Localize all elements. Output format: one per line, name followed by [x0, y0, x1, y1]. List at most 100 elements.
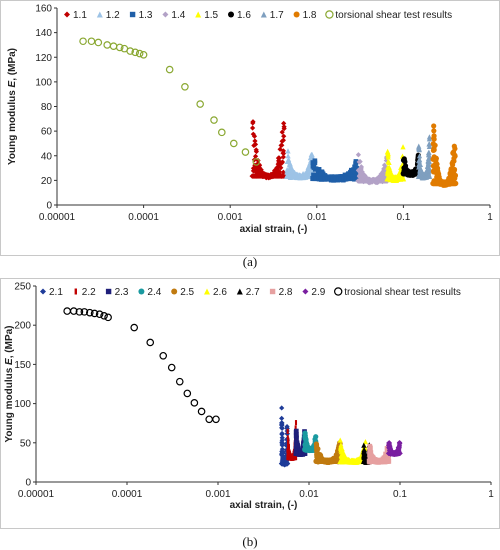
data-point — [384, 149, 391, 155]
data-point — [337, 437, 343, 443]
data-point — [294, 425, 297, 431]
legend-item-2-5: 2.5 — [171, 287, 195, 298]
panel-caption-b: (b) — [242, 534, 257, 549]
data-point — [279, 422, 285, 428]
data-point — [279, 138, 285, 144]
data-point — [361, 452, 367, 458]
data-point — [386, 458, 392, 464]
data-point — [286, 158, 292, 164]
data-point — [355, 152, 362, 158]
data-point — [452, 146, 458, 152]
data-point — [431, 123, 437, 129]
data-layer — [79, 37, 459, 188]
legend-item-1-7: 1.7 — [260, 10, 284, 21]
data-point — [286, 428, 289, 434]
data-point — [361, 442, 367, 448]
data-point — [346, 171, 351, 176]
legend-marker — [228, 11, 234, 18]
data-point — [109, 42, 118, 50]
data-point — [318, 171, 324, 176]
plot-frame — [0, 0, 500, 256]
legend-marker — [162, 11, 169, 18]
data-point — [452, 175, 458, 182]
data-point — [353, 170, 359, 176]
y-tick-label: 80 — [41, 102, 53, 113]
data-point — [103, 41, 112, 49]
data-point — [286, 437, 290, 443]
legend-marker — [105, 288, 112, 295]
y-tick-label: 60 — [41, 127, 53, 138]
legend-item-2-3: 2.3 — [105, 287, 129, 298]
legend-marker — [96, 11, 103, 18]
x-tick-label: 1 — [487, 212, 493, 223]
data-point — [338, 442, 344, 448]
data-point — [314, 445, 320, 451]
legend-item-1-8: 1.8 — [293, 10, 317, 21]
data-point — [257, 168, 263, 175]
data-point — [402, 165, 408, 171]
legend-label: 1.1 — [73, 10, 87, 21]
data-point — [356, 173, 362, 180]
data-point — [424, 169, 430, 175]
data-point — [426, 141, 432, 147]
data-point — [386, 171, 392, 177]
legend-label: 2.8 — [279, 287, 293, 298]
legend-marker — [171, 288, 178, 295]
y-axis-label-prefix: Young modulus — [7, 87, 18, 165]
legend-marker — [302, 288, 309, 295]
data-point — [281, 120, 287, 126]
data-layer — [63, 307, 403, 468]
x-tick-labels: 0.00001 0.0001 0.001 0.01 0.1 1 — [39, 205, 493, 223]
legend: 1.1 1.2 1.3 1.4 1.5 1.6 1.7 1.8 torsional shear … — [64, 10, 452, 21]
series-1-4 — [355, 152, 390, 186]
data-point — [385, 152, 391, 158]
data-point — [165, 65, 174, 74]
data-point — [253, 169, 259, 175]
legend-marker — [195, 11, 202, 18]
data-point — [314, 166, 320, 172]
x-tick-label: 0.0001 — [128, 212, 159, 223]
legend-label: 1.2 — [106, 10, 120, 21]
data-point — [395, 445, 401, 451]
legend-item-2-4: 2.4 — [138, 287, 162, 298]
data-point — [386, 441, 392, 447]
data-point — [126, 47, 134, 55]
chart-panel-a: 0.00001 0.0001 0.001 0.01 0.1 1 0 20 40 60 80 100 1… — [0, 0, 500, 256]
data-point — [252, 141, 259, 148]
data-point — [252, 153, 259, 159]
data-point — [284, 460, 291, 467]
y-axis-label-suffix: , (MPa) — [4, 325, 15, 358]
data-point — [279, 431, 285, 437]
x-tick-label: 0.0001 — [112, 489, 143, 500]
data-point — [130, 323, 139, 332]
data-point — [287, 449, 290, 456]
data-point — [313, 172, 319, 178]
data-point — [167, 363, 176, 372]
data-point — [250, 120, 256, 126]
series-trosional-shear-test-results — [63, 307, 220, 424]
legend-item-1-1: 1.1 — [64, 10, 87, 21]
legend-item-1-3: 1.3 — [129, 10, 153, 21]
data-point — [94, 38, 103, 47]
data-point — [252, 138, 258, 144]
y-tick-labels: 0 20 40 60 80 100 120 140 160 — [35, 4, 57, 212]
data-point — [135, 49, 144, 58]
x-tick-label: 0.00001 — [18, 489, 55, 500]
data-point — [431, 128, 437, 134]
data-point — [400, 144, 406, 150]
legend-label: 1.4 — [171, 10, 185, 21]
data-point — [183, 389, 192, 398]
data-point — [95, 310, 104, 319]
data-point — [312, 158, 318, 164]
x-tick-label: 0.01 — [299, 489, 319, 500]
data-point — [361, 448, 367, 454]
data-point — [360, 174, 366, 180]
data-point — [279, 142, 285, 148]
data-point — [358, 170, 364, 176]
data-point — [294, 454, 298, 461]
y-tick-label: 0 — [25, 478, 31, 489]
data-point — [434, 169, 441, 175]
x-axis-label: axial strain, (-) — [230, 500, 298, 511]
data-point — [447, 171, 453, 177]
data-point — [279, 159, 286, 165]
